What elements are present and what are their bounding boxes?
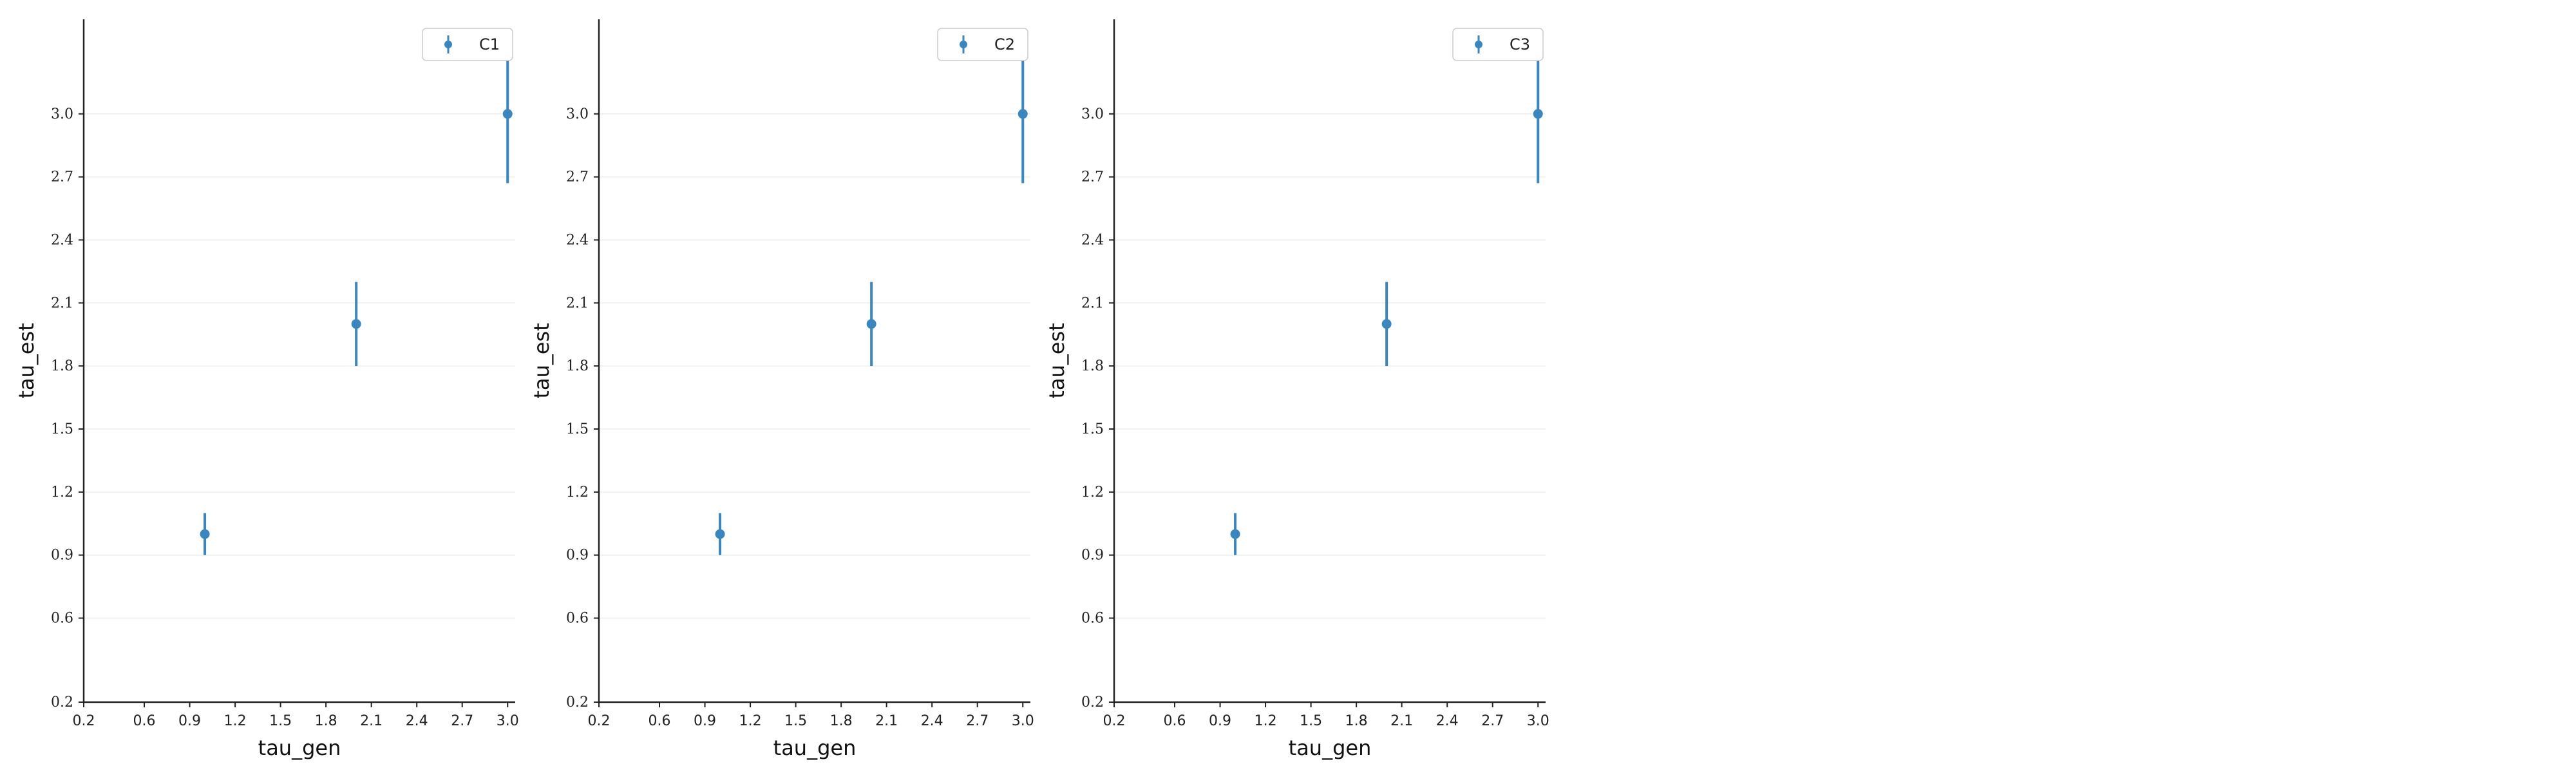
x-tick-label: 2.7 xyxy=(451,713,473,729)
x-tick-label: 0.9 xyxy=(694,713,716,729)
x-tick-label: 3.0 xyxy=(1527,713,1549,729)
legend: C3 xyxy=(1452,28,1544,61)
y-tick-label: 3.0 xyxy=(566,106,589,122)
x-tick-label: 2.1 xyxy=(1390,713,1413,729)
x-tick-label: 0.6 xyxy=(133,713,156,729)
y-tick-label: 0.9 xyxy=(566,548,589,564)
legend: C2 xyxy=(937,28,1028,61)
x-tick-label: 1.5 xyxy=(1300,713,1322,729)
x-tick-label: 0.6 xyxy=(649,713,671,729)
legend-box xyxy=(1452,28,1544,61)
data-point xyxy=(200,529,210,539)
x-tick-label: 2.4 xyxy=(921,713,943,729)
y-tick-label: 0.2 xyxy=(51,694,73,711)
legend-marker xyxy=(444,41,452,48)
y-tick-label: 2.7 xyxy=(566,169,589,186)
x-tick-label: 2.4 xyxy=(1436,713,1459,729)
y-tick-label: 2.1 xyxy=(51,295,73,311)
y-tick-label: 1.8 xyxy=(1081,358,1104,374)
x-tick-label: 1.8 xyxy=(1345,713,1368,729)
y-tick-label: 1.2 xyxy=(1081,484,1104,501)
y-tick-label: 1.2 xyxy=(51,484,73,501)
y-tick-label: 1.8 xyxy=(51,358,73,374)
y-tick-label: 0.6 xyxy=(1081,611,1104,627)
x-tick-label: 0.9 xyxy=(1209,713,1231,729)
y-tick-label: 0.6 xyxy=(51,611,73,627)
subplot-1: 0.2 0.6 0.9 1.2 1.5 1.8 2.1 2.4 2.7 3.0 0.2 0.6 0.9 1… xyxy=(14,19,519,760)
data-point xyxy=(715,529,725,539)
y-tick-label: 1.5 xyxy=(566,421,589,437)
y-tick-label: 2.7 xyxy=(51,169,73,186)
x-tick-label: 2.1 xyxy=(360,713,383,729)
y-tick-label: 0.2 xyxy=(1081,694,1104,711)
x-tick-label: 1.5 xyxy=(784,713,807,729)
y-tick-label: 0.9 xyxy=(51,548,73,564)
y-tick-label: 3.0 xyxy=(1081,106,1104,122)
x-tick-label: 0.2 xyxy=(588,713,611,729)
x-tick-label: 2.4 xyxy=(406,713,428,729)
y-tick-label: 1.5 xyxy=(51,421,73,437)
data-point xyxy=(351,319,361,329)
x-tick-label: 1.2 xyxy=(224,713,247,729)
x-tick-label: 2.7 xyxy=(1481,713,1504,729)
x-tick-label: 0.2 xyxy=(73,713,95,729)
y-tick-label: 0.6 xyxy=(566,611,589,627)
y-tick-label: 1.8 xyxy=(566,358,589,374)
legend-box xyxy=(422,28,513,61)
subplot-2: 0.2 0.6 0.9 1.2 1.5 1.8 2.1 2.4 2.7 3.0 0.2 0.6 0.9 1… xyxy=(529,19,1034,760)
x-tick-label: 0.9 xyxy=(178,713,201,729)
data-point xyxy=(502,109,513,119)
y-tick-label: 2.4 xyxy=(1081,232,1104,248)
data-point xyxy=(1018,109,1028,119)
data-point xyxy=(866,319,876,329)
x-tick-label: 1.8 xyxy=(830,713,853,729)
legend-marker xyxy=(960,41,967,48)
legend-label: C1 xyxy=(479,35,500,53)
data-point xyxy=(1381,319,1392,329)
y-tick-label: 1.5 xyxy=(1081,421,1104,437)
y-tick-label: 0.2 xyxy=(566,694,589,711)
x-tick-label: 1.5 xyxy=(269,713,292,729)
legend-box xyxy=(937,28,1028,61)
x-tick-label: 1.2 xyxy=(739,713,762,729)
y-tick-label: 3.0 xyxy=(51,106,73,122)
y-tick-label: 2.1 xyxy=(1081,295,1104,311)
legend: C1 xyxy=(422,28,513,61)
x-axis-title: tau_gen xyxy=(258,736,341,760)
x-tick-label: 3.0 xyxy=(1012,713,1034,729)
y-tick-label: 2.7 xyxy=(1081,169,1104,186)
y-tick-label: 1.2 xyxy=(566,484,589,501)
data-point xyxy=(1230,529,1240,539)
x-tick-label: 0.6 xyxy=(1164,713,1186,729)
x-axis-title: tau_gen xyxy=(773,736,857,760)
y-tick-label: 2.1 xyxy=(566,295,589,311)
x-tick-label: 1.2 xyxy=(1255,713,1277,729)
y-axis-title: tau_est xyxy=(1045,323,1069,398)
y-tick-label: 2.4 xyxy=(51,232,73,248)
subplot-3: 0.2 0.6 0.9 1.2 1.5 1.8 2.1 2.4 2.7 3.0 0.2 0.6 0.9 1… xyxy=(1045,19,1549,760)
legend-label: C3 xyxy=(1510,35,1530,53)
legend-marker xyxy=(1475,41,1482,48)
x-tick-label: 2.1 xyxy=(875,713,898,729)
x-tick-label: 2.7 xyxy=(966,713,989,729)
x-tick-label: 0.2 xyxy=(1103,713,1126,729)
x-axis-title: tau_gen xyxy=(1289,736,1372,760)
x-tick-label: 1.8 xyxy=(315,713,337,729)
y-axis-title: tau_est xyxy=(529,323,554,398)
y-axis-title: tau_est xyxy=(14,323,39,398)
y-tick-label: 2.4 xyxy=(566,232,589,248)
data-point xyxy=(1533,109,1543,119)
legend-label: C2 xyxy=(994,35,1015,53)
x-tick-label: 3.0 xyxy=(497,713,519,729)
y-tick-label: 0.9 xyxy=(1081,548,1104,564)
